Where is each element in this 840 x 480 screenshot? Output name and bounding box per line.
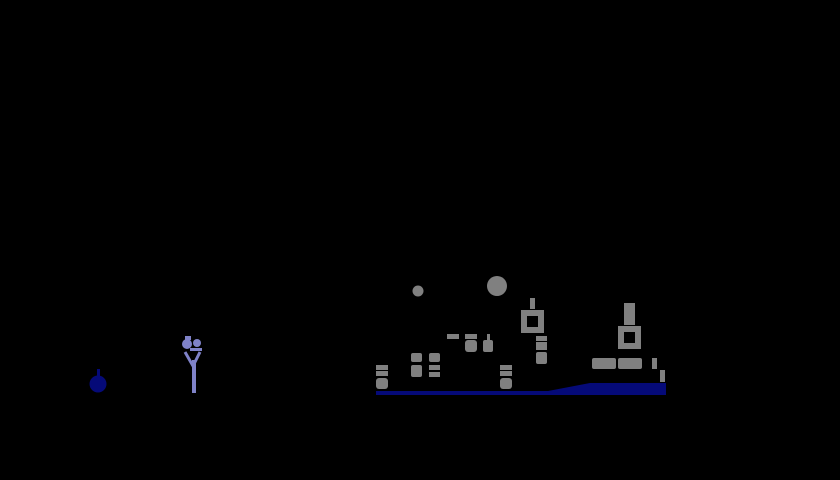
character-hair [185, 336, 191, 340]
bomb-fuse [97, 369, 100, 377]
block [376, 371, 388, 376]
character-hand [193, 339, 201, 347]
block [411, 365, 422, 377]
block [465, 340, 477, 352]
bomb-body [89, 375, 107, 393]
block [660, 370, 665, 382]
block [447, 334, 459, 339]
block [530, 298, 535, 309]
block [487, 334, 490, 340]
player-character[interactable] [182, 336, 202, 393]
block [536, 336, 547, 341]
block [592, 358, 616, 369]
block [429, 365, 440, 370]
bomb [89, 369, 107, 393]
block [500, 365, 512, 370]
pebble [412, 285, 424, 297]
block [376, 378, 388, 389]
character-arm [190, 348, 202, 351]
ground-strip [376, 383, 666, 395]
block [652, 358, 657, 369]
block [536, 352, 547, 364]
block [429, 353, 440, 362]
character-head [182, 339, 192, 349]
hollow-block [618, 326, 641, 349]
boulder [487, 276, 507, 296]
block [500, 371, 512, 376]
block [618, 358, 642, 369]
block [500, 378, 512, 389]
hollow-block [521, 310, 544, 333]
block [536, 342, 547, 350]
character-body [183, 351, 202, 370]
block [411, 353, 422, 362]
block [465, 334, 477, 339]
block [483, 340, 493, 352]
character-leg [192, 360, 196, 393]
block [624, 303, 635, 325]
block-structure [376, 298, 665, 389]
block [376, 365, 388, 370]
block [429, 372, 440, 377]
